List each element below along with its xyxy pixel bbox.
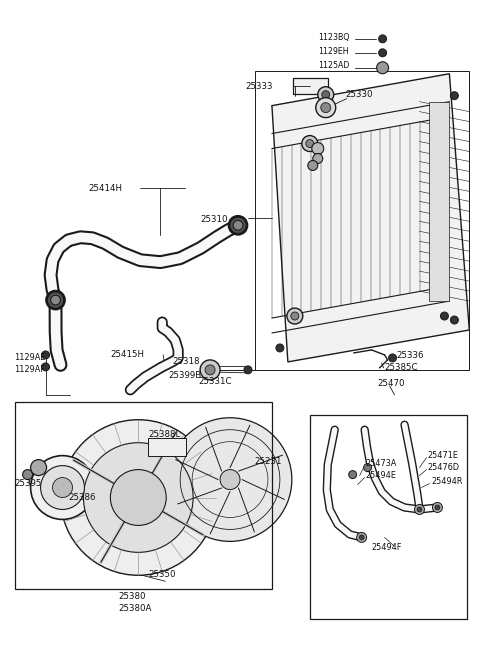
Circle shape	[357, 533, 367, 542]
Circle shape	[389, 354, 396, 362]
Polygon shape	[272, 74, 469, 362]
Text: 25471E: 25471E	[428, 451, 458, 460]
Circle shape	[322, 90, 330, 99]
Circle shape	[435, 505, 440, 510]
Circle shape	[205, 365, 215, 375]
Circle shape	[229, 216, 247, 234]
Circle shape	[244, 366, 252, 374]
Text: 25395: 25395	[15, 479, 42, 488]
Circle shape	[42, 351, 49, 359]
Bar	[430, 102, 449, 301]
Text: 25380: 25380	[119, 591, 146, 601]
Circle shape	[316, 98, 336, 118]
Circle shape	[379, 35, 386, 43]
Text: 25415H: 25415H	[110, 350, 144, 360]
Text: 25330: 25330	[346, 90, 373, 99]
Circle shape	[364, 464, 372, 472]
Circle shape	[31, 460, 47, 476]
Circle shape	[359, 535, 364, 540]
Text: 25385C: 25385C	[384, 364, 418, 373]
Text: 25386: 25386	[69, 493, 96, 502]
Circle shape	[200, 360, 220, 380]
Circle shape	[318, 86, 334, 103]
Circle shape	[291, 312, 299, 320]
Circle shape	[348, 470, 357, 479]
Circle shape	[233, 220, 243, 230]
Circle shape	[52, 477, 72, 498]
Bar	[310, 415, 468, 619]
Circle shape	[306, 140, 314, 147]
Circle shape	[379, 49, 386, 57]
Circle shape	[23, 470, 33, 479]
Circle shape	[31, 456, 95, 519]
Text: 25414H: 25414H	[88, 184, 122, 193]
Circle shape	[302, 136, 318, 151]
Circle shape	[84, 443, 193, 552]
Circle shape	[417, 507, 422, 512]
Text: 25473A: 25473A	[366, 459, 397, 468]
Text: 25231: 25231	[254, 457, 281, 466]
Circle shape	[308, 160, 318, 170]
Circle shape	[415, 504, 424, 514]
Text: 25380A: 25380A	[119, 604, 152, 612]
Text: 1123BQ: 1123BQ	[318, 33, 349, 43]
Circle shape	[47, 291, 64, 309]
Circle shape	[377, 62, 389, 74]
Circle shape	[276, 344, 284, 352]
Circle shape	[312, 143, 324, 155]
Text: 25333: 25333	[245, 82, 273, 91]
Circle shape	[220, 470, 240, 489]
Circle shape	[110, 470, 166, 525]
Text: 25476D: 25476D	[428, 463, 459, 472]
Text: 25470: 25470	[378, 379, 405, 388]
Text: 25494E: 25494E	[366, 471, 396, 480]
Text: 1125AD: 1125AD	[318, 62, 349, 70]
Text: 1129EH: 1129EH	[318, 47, 348, 56]
Text: 25336: 25336	[396, 352, 424, 360]
Text: 25331C: 25331C	[198, 377, 232, 386]
Text: 25350: 25350	[148, 570, 176, 579]
Bar	[15, 402, 272, 590]
Circle shape	[450, 92, 458, 100]
Text: 1129AF: 1129AF	[13, 365, 45, 375]
Text: 25388L: 25388L	[148, 430, 180, 440]
Text: 25310: 25310	[200, 215, 228, 224]
Circle shape	[441, 312, 448, 320]
Circle shape	[313, 153, 323, 164]
Text: 25318: 25318	[172, 358, 200, 366]
Circle shape	[60, 420, 216, 575]
Text: 25399B: 25399B	[168, 371, 202, 381]
Circle shape	[450, 316, 458, 324]
Bar	[293, 78, 328, 94]
Circle shape	[321, 103, 331, 113]
Circle shape	[168, 418, 292, 542]
Circle shape	[41, 466, 84, 510]
Circle shape	[42, 363, 49, 371]
Bar	[148, 438, 186, 456]
Circle shape	[432, 502, 443, 512]
Text: 25494F: 25494F	[372, 543, 402, 552]
Bar	[255, 71, 469, 370]
Circle shape	[50, 295, 60, 305]
Text: 25494R: 25494R	[432, 477, 463, 486]
Text: 1129AE: 1129AE	[13, 354, 45, 362]
Circle shape	[287, 308, 303, 324]
